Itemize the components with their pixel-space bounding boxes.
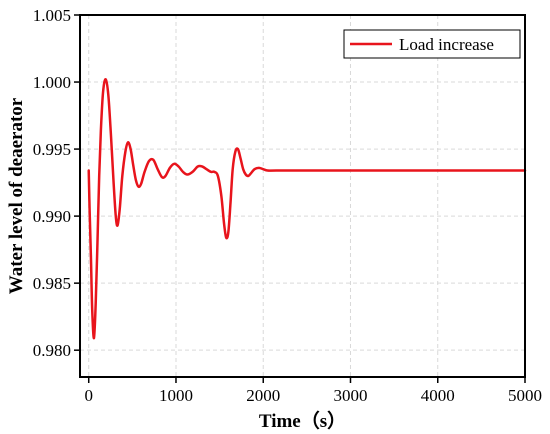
- x-tick-label: 1000: [159, 386, 193, 405]
- plot-frame: [79, 14, 526, 378]
- y-axis-label: Water level of deaerator: [6, 97, 27, 294]
- y-tick-label: 0.990: [33, 207, 71, 226]
- x-tick-label: 4000: [421, 386, 455, 405]
- x-tick-label: 3000: [333, 386, 367, 405]
- y-tick-label: 0.980: [33, 341, 71, 360]
- legend: Load increase: [343, 29, 521, 59]
- grid: [80, 14, 526, 377]
- x-tick-label: 0: [84, 386, 93, 405]
- ticks: 0 1000 2000 3000 4000 5000 0.980 0.985 0.990 0.99…: [33, 6, 542, 405]
- y-tick-label: 1.000: [33, 73, 71, 92]
- y-tick-label: 0.985: [33, 274, 71, 293]
- series-layer: [87, 78, 527, 340]
- x-tick-label: 2000: [246, 386, 280, 405]
- x-axis-label: Time（s）: [259, 409, 346, 432]
- y-tick-label: 1.005: [33, 6, 71, 25]
- x-tick-label: 5000: [508, 386, 542, 405]
- y-tick-label: 0.995: [33, 140, 71, 159]
- series-line-load-increase: [87, 78, 527, 340]
- legend-label-load-increase: Load increase: [399, 35, 494, 54]
